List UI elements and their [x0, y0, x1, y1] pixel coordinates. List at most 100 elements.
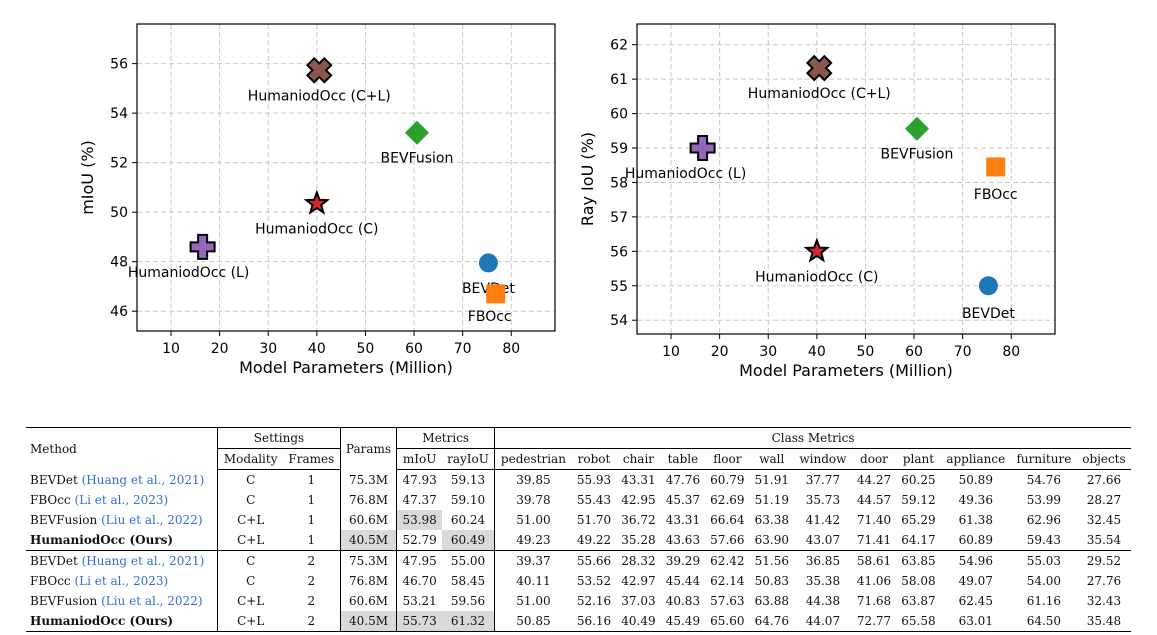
cell-class-floor: 62.42 [705, 550, 750, 571]
rayiou-scatter-chart: 10 20 30 40 50 60 70 80 54 55 56 57 58 59 60 61 62 Model … [578, 23, 1056, 380]
table-row: FBOcc (Li et al., 2023) C 2 76.8M 46.70 58.45… [26, 571, 1131, 591]
citation-link[interactable]: (Li et al., 2023) [74, 574, 169, 588]
cell-class-chair: 28.32 [616, 550, 661, 571]
cell-rayiou: 60.49 [441, 530, 496, 551]
y-tick-label: 60 [610, 107, 628, 123]
cell-class-wall: 64.76 [749, 611, 795, 632]
cell-modality: C [246, 574, 256, 588]
cell-class-wall: 51.91 [754, 473, 789, 487]
cell-method: BEVDet (Huang et al., 2021) [26, 550, 219, 571]
table-row: BEVFusion (Liu et al., 2022) C+L 1 60.6M 53.… [26, 510, 1131, 530]
cell-class-window: 37.77 [805, 473, 841, 487]
x-tick-label: 60 [405, 341, 423, 357]
y-tick-label: 59 [610, 141, 628, 157]
cell-class-pedestrian: 39.37 [494, 550, 572, 571]
cell-class-furniture: 55.03 [1010, 550, 1077, 571]
header-frames: Frames [283, 448, 341, 470]
cell-class-plant: 63.87 [901, 594, 936, 608]
x-tick-label: 50 [857, 344, 875, 360]
cell-frames: 1 [283, 490, 341, 510]
citation-link[interactable]: (Li et al., 2023) [74, 493, 169, 507]
table-row: HumaniodOcc (Ours) C+L 2 40.5M 55.73 61.32 50.… [26, 611, 1131, 632]
x-tick-label: 80 [1002, 344, 1020, 360]
table-body: BEVDet (Huang et al., 2021) C 1 75.3M 47.93 5… [26, 469, 1131, 632]
table-row: BEVFusion (Liu et al., 2022) C+L 2 60.6M 53.… [26, 591, 1131, 611]
cell-class-door: 71.40 [856, 513, 892, 527]
cell-class-window: 36.85 [794, 550, 852, 571]
results-table: Method Settings Params Metrics Class Met… [26, 427, 1131, 632]
table-row: FBOcc (Li et al., 2023) C 1 76.8M 47.37 59.10… [26, 490, 1131, 510]
header-params: Params [340, 427, 398, 470]
cell-class-appliance: 63.01 [940, 611, 1011, 632]
cell-class-chair: 35.28 [621, 533, 656, 547]
cell-class-robot: 55.93 [576, 473, 612, 487]
cell-frames: 2 [283, 550, 341, 571]
point-bevfusion [904, 116, 929, 141]
cell-class-chair: 42.95 [621, 493, 656, 507]
cell-class-pedestrian: 51.00 [516, 594, 551, 608]
citation-link[interactable]: (Liu et al., 2022) [101, 513, 203, 527]
citation-link[interactable]: (Huang et al., 2021) [81, 472, 205, 487]
cell-frames: 1 [283, 469, 341, 490]
cell-class-appliance: 50.89 [958, 473, 993, 487]
cell-rayiou: 61.32 [441, 611, 496, 632]
cell-class-window: 44.38 [805, 594, 841, 608]
header-miou: mIoU [396, 448, 442, 470]
cell-class-robot: 55.43 [576, 493, 612, 507]
x-tick-label: 40 [808, 344, 826, 360]
point-humaniodocc-l [689, 135, 716, 161]
point-label-fbocc: FBOcc [468, 309, 512, 325]
header-class-robot: robot [571, 448, 617, 470]
cell-class-pedestrian: 39.78 [516, 493, 551, 507]
cell-class-plant: 58.08 [901, 574, 936, 588]
cell-method: BEVDet (Huang et al., 2021) [26, 469, 219, 490]
cell-class-furniture: 54.00 [1026, 574, 1062, 588]
point-label-bevfusion: BEVFusion [881, 147, 954, 163]
method-name: FBOcc [30, 574, 71, 588]
cell-class-furniture: 59.43 [1026, 533, 1062, 547]
cell-class-table: 39.29 [660, 550, 706, 571]
cell-class-window: 35.73 [805, 493, 841, 507]
x-tick-label: 50 [357, 341, 375, 357]
x-tick-label: 30 [759, 344, 777, 360]
cell-miou: 55.73 [396, 611, 442, 632]
header-class-objects: objects [1076, 448, 1131, 470]
cell-class-robot: 49.22 [576, 533, 612, 547]
cell-modality: C [246, 493, 256, 507]
cell-class-floor: 57.63 [710, 594, 745, 608]
cell-class-objects: 32.45 [1086, 513, 1122, 527]
cell-miou: 47.93 [402, 473, 437, 487]
x-tick-label: 10 [662, 344, 680, 360]
cell-class-wall: 51.56 [749, 550, 795, 571]
cell-class-window: 35.38 [805, 574, 841, 588]
point-humaniodocc-c-l [305, 57, 333, 84]
cell-class-table: 43.31 [665, 513, 701, 527]
x-tick-label: 40 [308, 341, 326, 357]
cell-params: 76.8M [340, 571, 398, 591]
cell-class-robot: 56.16 [571, 611, 617, 632]
y-tick-label: 62 [610, 38, 628, 54]
plot-frame [136, 23, 556, 332]
point-humaniodocc-l [189, 233, 216, 260]
point-label-humaniodocc-c-l: HumaniodOcc (C+L) [248, 88, 391, 104]
cell-params: 60.6M [340, 591, 398, 611]
y-axis-label: mIoU (%) [78, 140, 97, 215]
cell-class-objects: 32.43 [1086, 594, 1122, 608]
citation-link[interactable]: (Huang et al., 2021) [81, 554, 205, 568]
cell-class-plant: 63.85 [896, 550, 941, 571]
y-tick-label: 58 [610, 175, 628, 191]
header-class-floor: floor [705, 448, 750, 470]
cell-rayiou: 59.56 [441, 591, 496, 611]
cell-class-objects: 35.48 [1076, 611, 1131, 632]
cell-class-window: 44.07 [794, 611, 852, 632]
cell-method: FBOcc (Li et al., 2023) [26, 571, 219, 591]
x-tick-label: 10 [162, 341, 180, 357]
cell-class-plant: 60.25 [901, 473, 936, 487]
cell-rayiou: 60.24 [441, 510, 496, 530]
cell-class-table: 45.37 [665, 493, 701, 507]
cell-class-pedestrian: 51.00 [516, 513, 551, 527]
cell-class-robot: 55.66 [571, 550, 617, 571]
cell-class-objects: 35.54 [1086, 533, 1122, 547]
cell-class-table: 45.44 [665, 574, 701, 588]
citation-link[interactable]: (Liu et al., 2022) [101, 594, 203, 608]
